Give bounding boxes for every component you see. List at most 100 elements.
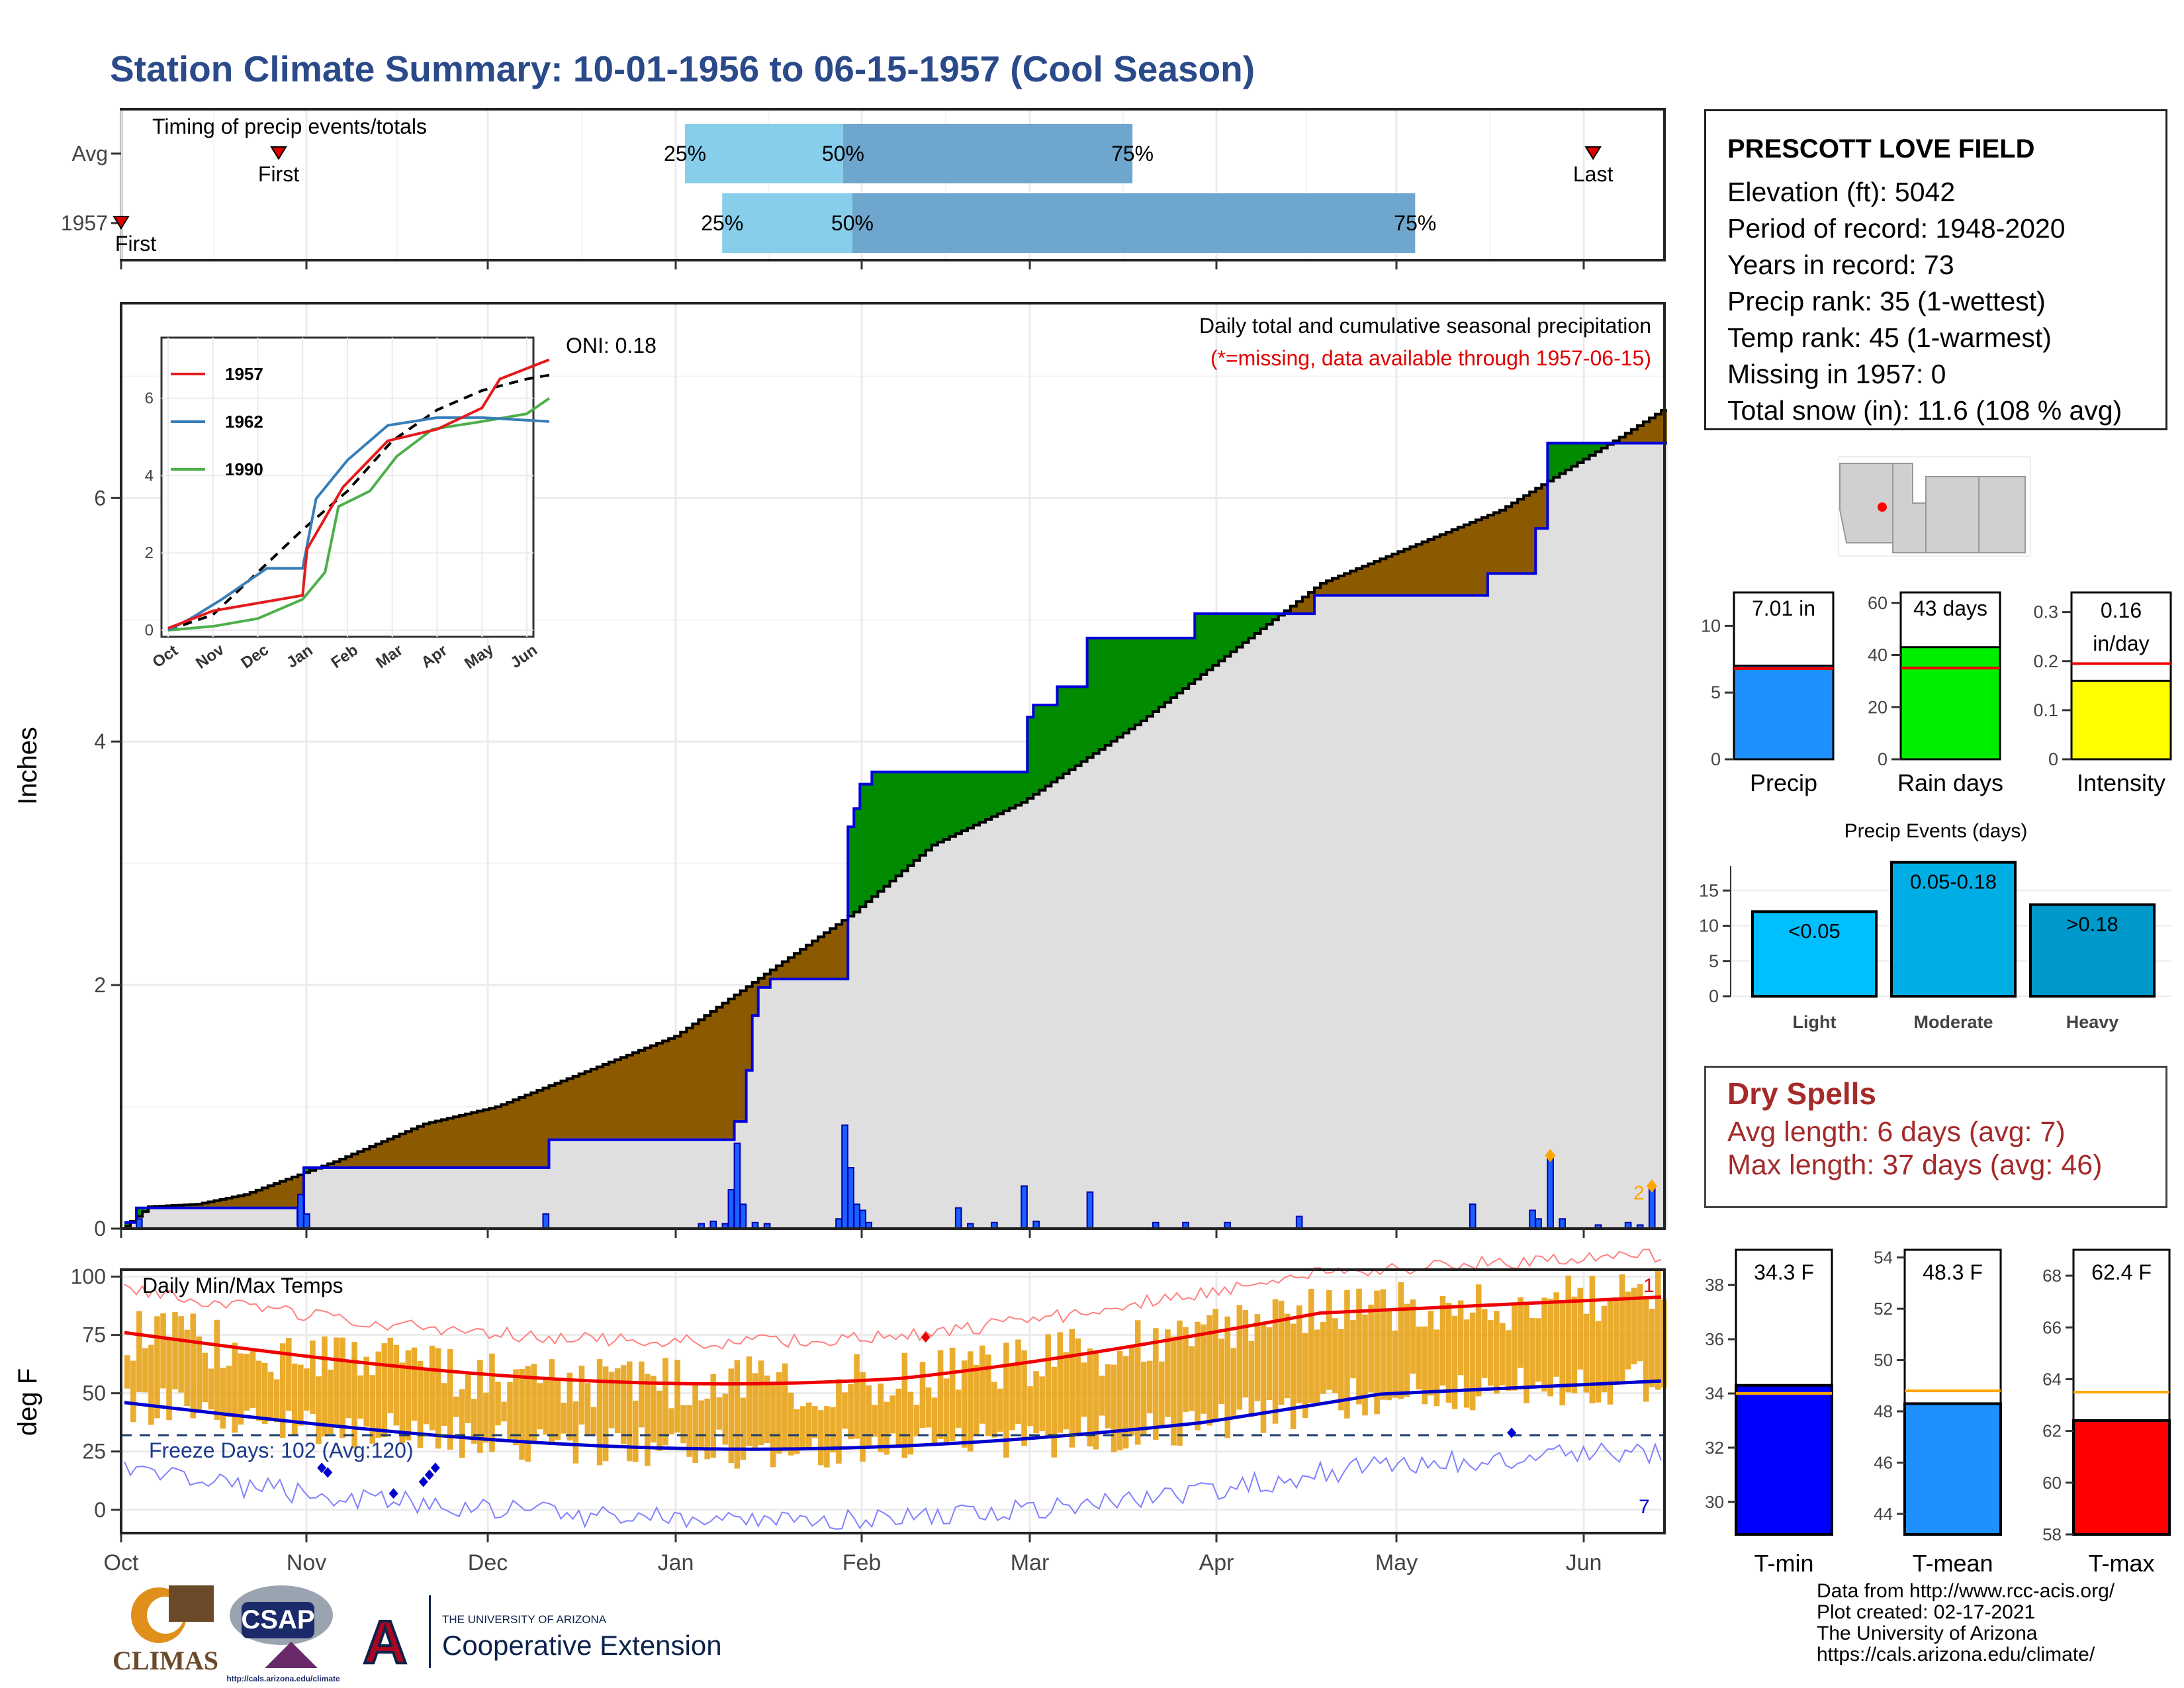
daily-precip-bar bbox=[847, 1167, 854, 1230]
credit-line: Plot created: 02-17-2021 bbox=[1817, 1601, 2036, 1623]
ua-letter: A bbox=[363, 1609, 407, 1676]
daily-temp-bar bbox=[267, 1372, 274, 1421]
timing-q50-label: 50% bbox=[831, 211, 874, 235]
daily-temp-bar bbox=[172, 1312, 178, 1389]
temp-bar-ytick: 44 bbox=[1874, 1504, 1893, 1524]
timing-first-label: First bbox=[258, 162, 299, 186]
daily-temp-bar bbox=[1433, 1329, 1440, 1407]
credit-line: The University of Arizona bbox=[1817, 1622, 2038, 1644]
daily-temp-bar bbox=[148, 1344, 154, 1425]
record-marker bbox=[323, 1467, 333, 1478]
daily-temp-bar bbox=[961, 1360, 968, 1448]
daily-temp-bar bbox=[776, 1372, 782, 1454]
daily-temp-bar bbox=[758, 1360, 764, 1446]
temp-ytick: 50 bbox=[82, 1382, 106, 1405]
summary-bar-ytick: 5 bbox=[1711, 682, 1721, 702]
daily-temp-bar bbox=[1571, 1296, 1578, 1393]
inset-series-line bbox=[167, 358, 550, 630]
daily-temp-bar bbox=[238, 1353, 244, 1425]
csap-text: CSAP bbox=[241, 1605, 314, 1634]
daily-temp-bar bbox=[1326, 1289, 1332, 1390]
daily-temp-bar bbox=[1242, 1309, 1249, 1398]
average-max-line bbox=[124, 1295, 1662, 1386]
daily-temp-bar bbox=[1463, 1319, 1470, 1408]
daily-temp-bar bbox=[273, 1379, 280, 1423]
daily-temp-bar bbox=[441, 1383, 447, 1427]
credit-line: https://cals.arizona.edu/climate/ bbox=[1817, 1644, 2095, 1665]
daily-temp-bar bbox=[578, 1366, 585, 1425]
page-title: Station Climate Summary: 10-01-1956 to 0… bbox=[110, 48, 1255, 89]
daily-temp-bar bbox=[740, 1397, 747, 1460]
summary-bar bbox=[1899, 646, 2001, 761]
daily-temp-bar bbox=[1051, 1366, 1058, 1458]
events-bar-label: >0.18 bbox=[2066, 913, 2118, 936]
temp-series bbox=[121, 1248, 1667, 1530]
temp-bar-ytick: 64 bbox=[2042, 1369, 2062, 1389]
daily-precip-bar bbox=[1469, 1203, 1477, 1230]
daily-temp-bar bbox=[1224, 1316, 1231, 1438]
timing-q25-label: 25% bbox=[701, 211, 743, 235]
daily-precip-bar bbox=[303, 1213, 310, 1229]
temp-summary-bars: 30 32 34 36 38 34.3 F T-min 44 46 48 50 52 54 48.3 F T… bbox=[1705, 1248, 2171, 1577]
daily-temp-bar bbox=[1380, 1289, 1386, 1400]
daily-temp-bar bbox=[794, 1409, 800, 1454]
daily-temp-bar bbox=[1128, 1346, 1135, 1436]
precip-ytick: 2 bbox=[94, 973, 106, 997]
temp-bar-name: T-mean bbox=[1912, 1550, 1993, 1577]
daily-precip-bar bbox=[835, 1218, 842, 1229]
daily-temp-bar bbox=[1535, 1318, 1541, 1382]
daily-temp-bar bbox=[1332, 1318, 1338, 1393]
daily-temp-bar bbox=[1649, 1309, 1655, 1387]
daily-temp-bar bbox=[632, 1400, 639, 1462]
events-bar-label: <0.05 bbox=[1788, 919, 1840, 943]
freeze-days-label: Freeze Days: 102 (Avg:120) bbox=[149, 1438, 414, 1462]
daily-temp-bar bbox=[525, 1366, 531, 1462]
summary-bar-ytick: 0.2 bbox=[2033, 651, 2058, 671]
events-ytick: 10 bbox=[1699, 916, 1719, 936]
daily-precip-bar bbox=[1295, 1215, 1303, 1229]
events-title: Precip Events (days) bbox=[1844, 820, 2028, 842]
temp-ytick: 25 bbox=[82, 1440, 106, 1464]
snow-marker bbox=[1646, 1179, 1657, 1193]
daily-temp-bar bbox=[788, 1392, 794, 1456]
daily-temp-bar bbox=[1063, 1352, 1069, 1430]
temp-high-count: 1 bbox=[1643, 1275, 1655, 1297]
daily-temp-bar bbox=[166, 1337, 172, 1421]
precip-marker-count: 2 bbox=[1633, 1182, 1645, 1204]
station-line: Missing in 1957: 0 bbox=[1727, 359, 1946, 389]
daily-temp-bar bbox=[190, 1313, 196, 1419]
daily-temp-bar bbox=[1356, 1288, 1362, 1405]
daily-temp-bar bbox=[620, 1365, 627, 1444]
daily-temp-bar bbox=[567, 1372, 573, 1441]
daily-temp-bar bbox=[716, 1397, 723, 1430]
daily-temp-bar bbox=[513, 1369, 519, 1446]
daily-temp-bar bbox=[369, 1375, 376, 1444]
daily-temp-bar bbox=[1272, 1299, 1279, 1424]
daily-temp-bar bbox=[226, 1366, 232, 1417]
temp-bar-value: 34.3 F bbox=[1754, 1260, 1814, 1284]
daily-precip-bar bbox=[954, 1207, 962, 1230]
temp-label: Daily Min/Max Temps bbox=[142, 1274, 343, 1297]
daily-temp-bar bbox=[1553, 1292, 1559, 1377]
daily-temp-bar bbox=[967, 1351, 974, 1452]
daily-temp-bar bbox=[124, 1355, 130, 1389]
summary-bar-ytick: 0 bbox=[1878, 749, 1888, 769]
daily-temp-bar bbox=[555, 1380, 561, 1440]
events-category: Moderate bbox=[1913, 1012, 1993, 1032]
average-min-line bbox=[124, 1379, 1662, 1451]
daily-temp-bar bbox=[543, 1376, 549, 1435]
daily-temp-bar bbox=[1039, 1376, 1045, 1431]
daily-temp-bar bbox=[1547, 1298, 1553, 1397]
daily-temp-bar bbox=[208, 1368, 214, 1410]
daily-temp-bar bbox=[1033, 1371, 1039, 1434]
daily-temp-bar bbox=[1146, 1360, 1153, 1414]
temp-bar bbox=[1735, 1383, 1833, 1536]
daily-temp-bar bbox=[345, 1360, 351, 1419]
temp-bar-ytick: 38 bbox=[1705, 1275, 1724, 1295]
daily-temp-bar bbox=[919, 1362, 926, 1429]
daily-temp-bar bbox=[357, 1375, 363, 1419]
daily-precip-bar bbox=[1547, 1154, 1554, 1230]
timing-last-marker bbox=[1584, 146, 1602, 160]
daily-temp-bar bbox=[752, 1373, 758, 1450]
timing-first-label: First bbox=[115, 232, 156, 256]
